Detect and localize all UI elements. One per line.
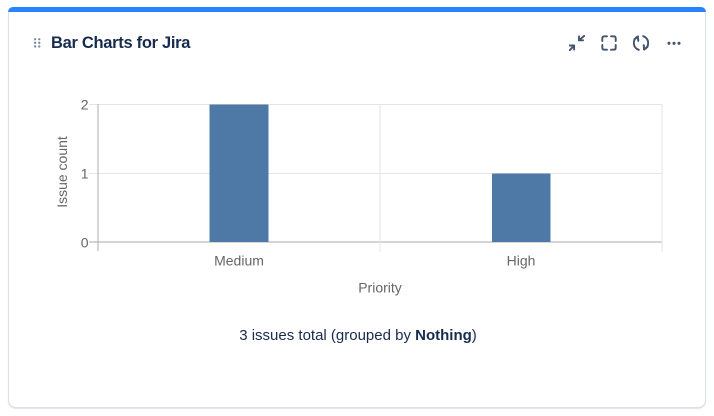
svg-text:Issue count: Issue count: [54, 136, 70, 208]
svg-text:1: 1: [81, 166, 89, 182]
svg-text:Medium: Medium: [214, 253, 264, 269]
svg-text:2: 2: [81, 96, 89, 112]
svg-text:Priority: Priority: [358, 280, 402, 296]
svg-text:High: High: [507, 253, 536, 269]
svg-text:0: 0: [81, 234, 89, 250]
